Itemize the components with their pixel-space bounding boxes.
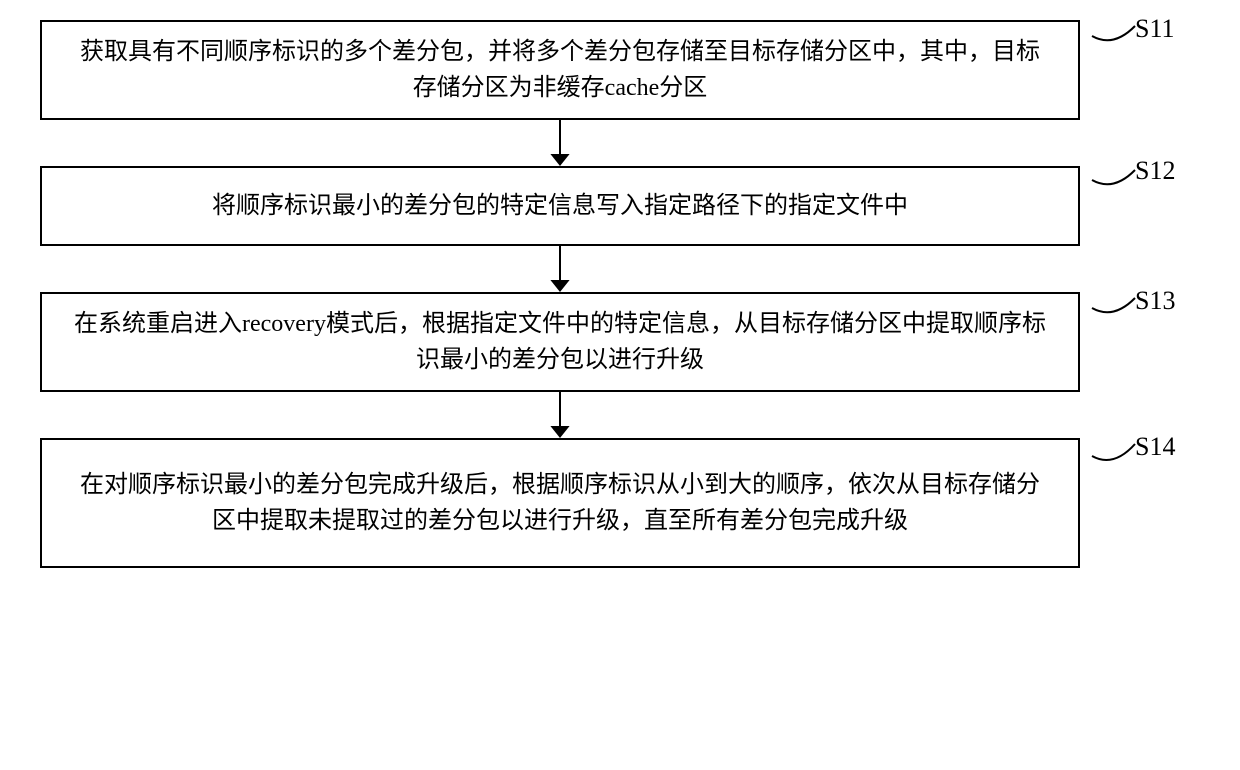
arrow-s13 — [40, 392, 1080, 438]
step-text: 在系统重启进入recovery模式后，根据指定文件中的特定信息，从目标存储分区中… — [72, 306, 1048, 378]
step-row-s14: 在对顺序标识最小的差分包完成升级后，根据顺序标识从小到大的顺序，依次从目标存储分… — [40, 438, 1200, 568]
arrow-s11 — [40, 120, 1080, 166]
step-label-s13: S13 — [1135, 286, 1175, 316]
arrow-down-icon — [540, 246, 580, 292]
step-text: 在对顺序标识最小的差分包完成升级后，根据顺序标识从小到大的顺序，依次从目标存储分… — [72, 467, 1048, 539]
step-row-s13: 在系统重启进入recovery模式后，根据指定文件中的特定信息，从目标存储分区中… — [40, 292, 1200, 392]
arrow-s12 — [40, 246, 1080, 292]
step-label-s11: S11 — [1135, 14, 1175, 44]
arrow-down-icon — [540, 392, 580, 438]
flowchart-container: 获取具有不同顺序标识的多个差分包，并将多个差分包存储至目标存储分区中，其中，目标… — [40, 20, 1200, 568]
arrow-down-icon — [540, 120, 580, 166]
step-row-s11: 获取具有不同顺序标识的多个差分包，并将多个差分包存储至目标存储分区中，其中，目标… — [40, 20, 1200, 120]
step-text: 获取具有不同顺序标识的多个差分包，并将多个差分包存储至目标存储分区中，其中，目标… — [72, 34, 1048, 106]
step-text: 将顺序标识最小的差分包的特定信息写入指定路径下的指定文件中 — [212, 188, 908, 224]
step-box-s11: 获取具有不同顺序标识的多个差分包，并将多个差分包存储至目标存储分区中，其中，目标… — [40, 20, 1080, 120]
step-row-s12: 将顺序标识最小的差分包的特定信息写入指定路径下的指定文件中S12 — [40, 166, 1200, 246]
step-label-s12: S12 — [1135, 156, 1175, 186]
step-label-s14: S14 — [1135, 432, 1175, 462]
step-box-s12: 将顺序标识最小的差分包的特定信息写入指定路径下的指定文件中 — [40, 166, 1080, 246]
step-box-s13: 在系统重启进入recovery模式后，根据指定文件中的特定信息，从目标存储分区中… — [40, 292, 1080, 392]
step-box-s14: 在对顺序标识最小的差分包完成升级后，根据顺序标识从小到大的顺序，依次从目标存储分… — [40, 438, 1080, 568]
